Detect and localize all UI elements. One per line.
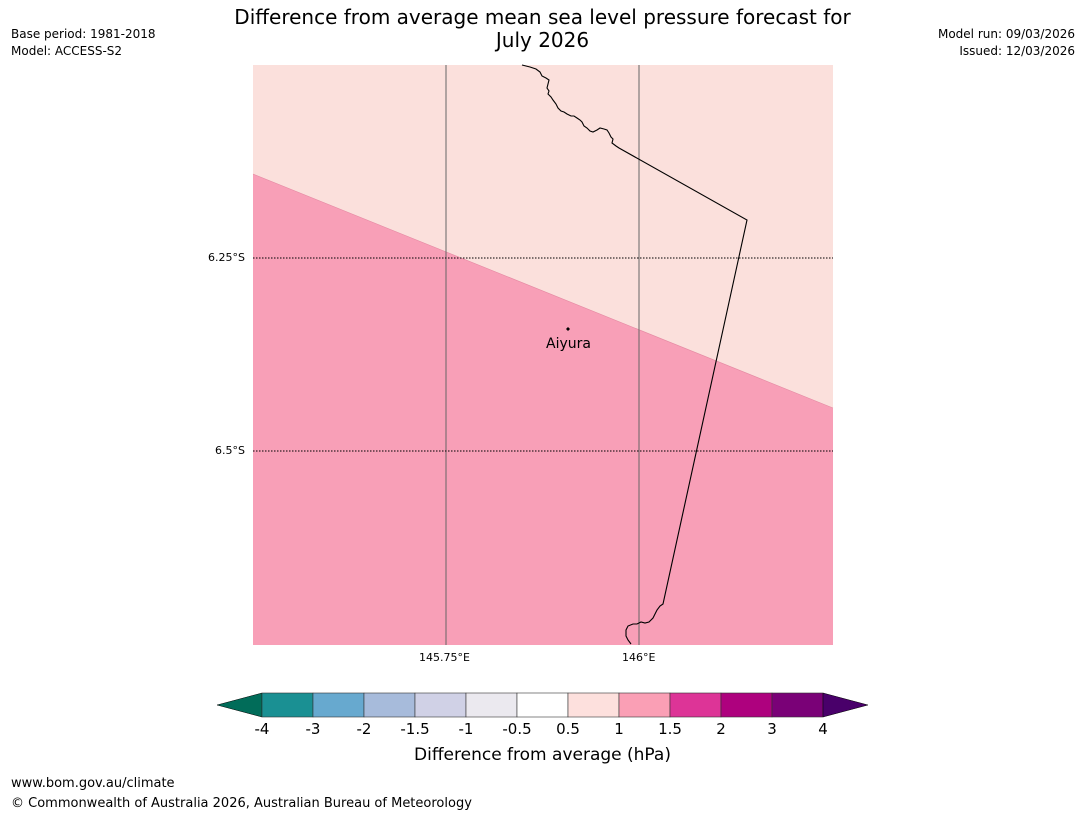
colorbar-tick-label: 0.5 xyxy=(556,720,580,738)
model-run: Model run: 09/03/2026 xyxy=(937,27,1075,41)
meta-left: Base period: 1981-2018 Model: ACCESS-S2 xyxy=(11,26,156,60)
contour-boundary xyxy=(252,173,834,409)
colorbar-swatch-0 xyxy=(261,692,314,718)
colorbar-tick-label: 1.5 xyxy=(658,720,682,738)
footer-copyright: © Commonwealth of Australia 2026, Austra… xyxy=(11,796,472,811)
colorbar-swatch-7 xyxy=(618,692,671,718)
colorbar-tick-label: -1.5 xyxy=(400,720,430,738)
place-label-aiyura: Aiyura xyxy=(546,336,591,352)
colorbar-tick-label: -3 xyxy=(305,720,321,738)
colorbar-swatch-8 xyxy=(669,692,722,718)
location-dot-icon xyxy=(566,327,570,331)
footer-url[interactable]: www.bom.gov.au/climate xyxy=(11,776,175,791)
colorbar-swatch-2 xyxy=(363,692,416,718)
province-boundary xyxy=(521,64,748,645)
colorbar-swatch-10 xyxy=(771,692,824,718)
model-name: Model: ACCESS-S2 xyxy=(11,44,123,58)
issued-date: Issued: 12/03/2026 xyxy=(959,44,1075,58)
region-medium-pink xyxy=(253,174,833,645)
lon-label-146: 146°E xyxy=(622,651,656,664)
base-period: Base period: 1981-2018 xyxy=(11,27,156,41)
colorbar-swatch-6 xyxy=(567,692,620,718)
colorbar-swatch-5 xyxy=(516,692,569,718)
lon-label-145-75: 145.75°E xyxy=(419,651,470,664)
title-line-1: Difference from average mean sea level p… xyxy=(234,5,851,29)
colorbar xyxy=(216,692,869,718)
colorbar-extend-high xyxy=(822,692,869,718)
colorbar-tick-label: -0.5 xyxy=(502,720,532,738)
colorbar-tick-label: -1 xyxy=(458,720,474,738)
colorbar-swatch-9 xyxy=(720,692,773,718)
colorbar-swatch-4 xyxy=(465,692,518,718)
map-title: Difference from average mean sea level p… xyxy=(200,6,885,52)
colorbar-swatch-1 xyxy=(312,692,365,718)
colorbar-tick-label: 2 xyxy=(716,720,726,738)
lat-label-6-25: 6.25°S xyxy=(208,251,245,264)
colorbar-swatch-3 xyxy=(414,692,467,718)
colorbar-tick-label: 3 xyxy=(767,720,777,738)
meta-right: Model run: 09/03/2026 Issued: 12/03/2026 xyxy=(938,26,1075,60)
colorbar-extend-low xyxy=(216,692,263,718)
colorbar-label: Difference from average (hPa) xyxy=(414,745,671,765)
colorbar-tick-label: -2 xyxy=(356,720,372,738)
title-line-2: July 2026 xyxy=(495,28,590,52)
lat-label-6-5: 6.5°S xyxy=(215,444,245,457)
colorbar-tick-label: 1 xyxy=(614,720,624,738)
colorbar-tick-label: 4 xyxy=(818,720,828,738)
colorbar-tick-label: -4 xyxy=(254,720,270,738)
